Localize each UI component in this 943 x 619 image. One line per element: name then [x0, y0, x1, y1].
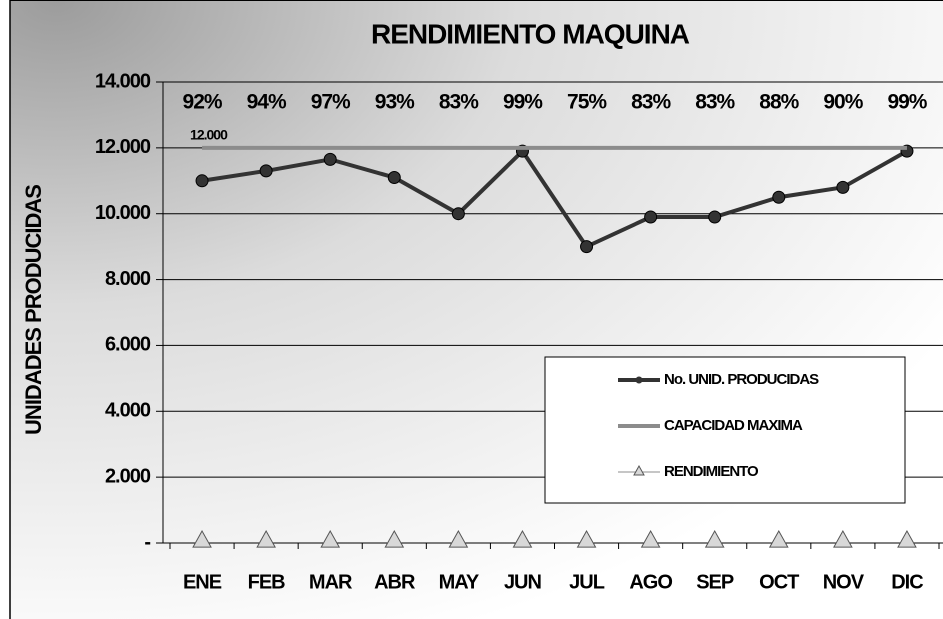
- x-tick-label: MAY: [439, 571, 480, 593]
- point: [320, 529, 341, 548]
- point: [836, 180, 850, 194]
- data-label: 90%: [823, 91, 863, 114]
- point: [512, 529, 533, 548]
- point: [833, 529, 853, 548]
- data-label: 94%: [247, 91, 287, 114]
- point: [259, 164, 273, 178]
- point: [640, 529, 661, 548]
- point: [704, 529, 725, 548]
- data-label: 75%: [567, 91, 607, 114]
- legend-label: CAPACIDAD MAXIMA: [664, 417, 803, 434]
- data-label: 83%: [695, 91, 735, 114]
- legend: No. UNID. PRODUCIDAS CAPACIDAD MAXIMA REND…: [618, 371, 820, 480]
- point: [195, 174, 209, 188]
- x-tick-label: JUN: [504, 571, 542, 593]
- y-tick-label: 12.000: [95, 136, 151, 158]
- legend-swatch: [633, 464, 645, 476]
- point: [448, 529, 469, 548]
- data-label: 99%: [503, 91, 543, 114]
- data-label: 83%: [439, 91, 479, 114]
- y-tick-label: 14.000: [95, 70, 151, 92]
- background: [10, 0, 943, 619]
- legend-swatch: [635, 376, 643, 384]
- y-tick-label: 6.000: [105, 334, 151, 356]
- point: [708, 210, 722, 224]
- x-tick-label: SEP: [696, 571, 734, 593]
- x-tick-label: NOV: [823, 571, 865, 593]
- y-axis-label: UNIDADES PRODUCIDAS: [21, 185, 46, 435]
- point: [451, 207, 465, 221]
- point: [768, 529, 789, 548]
- x-tick-label: FEB: [248, 571, 286, 593]
- plot: - 2.000 4.000 6.000 8.000 10.000 12.000 14.000 E…: [95, 70, 943, 593]
- x-tick-label: AGO: [629, 571, 672, 593]
- x-tick-label: JUL: [569, 571, 605, 593]
- point: [772, 190, 786, 204]
- legend-label: RENDIMIENTO: [664, 463, 759, 480]
- legend-label: No. UNID. PRODUCIDAS: [664, 371, 819, 388]
- point: [192, 529, 212, 548]
- data-label: 99%: [887, 91, 927, 114]
- data-label: 92%: [183, 91, 223, 114]
- data-label: 83%: [631, 91, 671, 114]
- x-tick-label: ABR: [374, 571, 416, 593]
- point: [644, 210, 658, 224]
- legend-box: [544, 356, 906, 504]
- chart-title: RENDIMIENTO MAQUINA: [371, 18, 690, 49]
- point: [256, 529, 276, 548]
- x-tick-label: DIC: [891, 571, 923, 593]
- point: [387, 170, 401, 184]
- y-tick-label: 10.000: [95, 202, 151, 224]
- y-tick-label: 4.000: [105, 400, 151, 422]
- data-label: 97%: [311, 91, 351, 114]
- data-label: 93%: [375, 91, 415, 114]
- x-tick-label: OCT: [759, 571, 799, 593]
- data-label: 12.000: [190, 127, 228, 143]
- point: [384, 529, 405, 548]
- data-label: 88%: [759, 91, 799, 114]
- y-tick-label: 2.000: [105, 465, 151, 487]
- point: [576, 529, 597, 548]
- point: [580, 240, 594, 254]
- point: [897, 529, 917, 548]
- y-tick-label: 8.000: [105, 268, 151, 290]
- point: [323, 152, 337, 166]
- x-tick-label: MAR: [309, 571, 353, 593]
- series-line: [201, 148, 908, 250]
- x-tick-label: ENE: [183, 571, 222, 593]
- y-tick-label: -: [144, 531, 150, 553]
